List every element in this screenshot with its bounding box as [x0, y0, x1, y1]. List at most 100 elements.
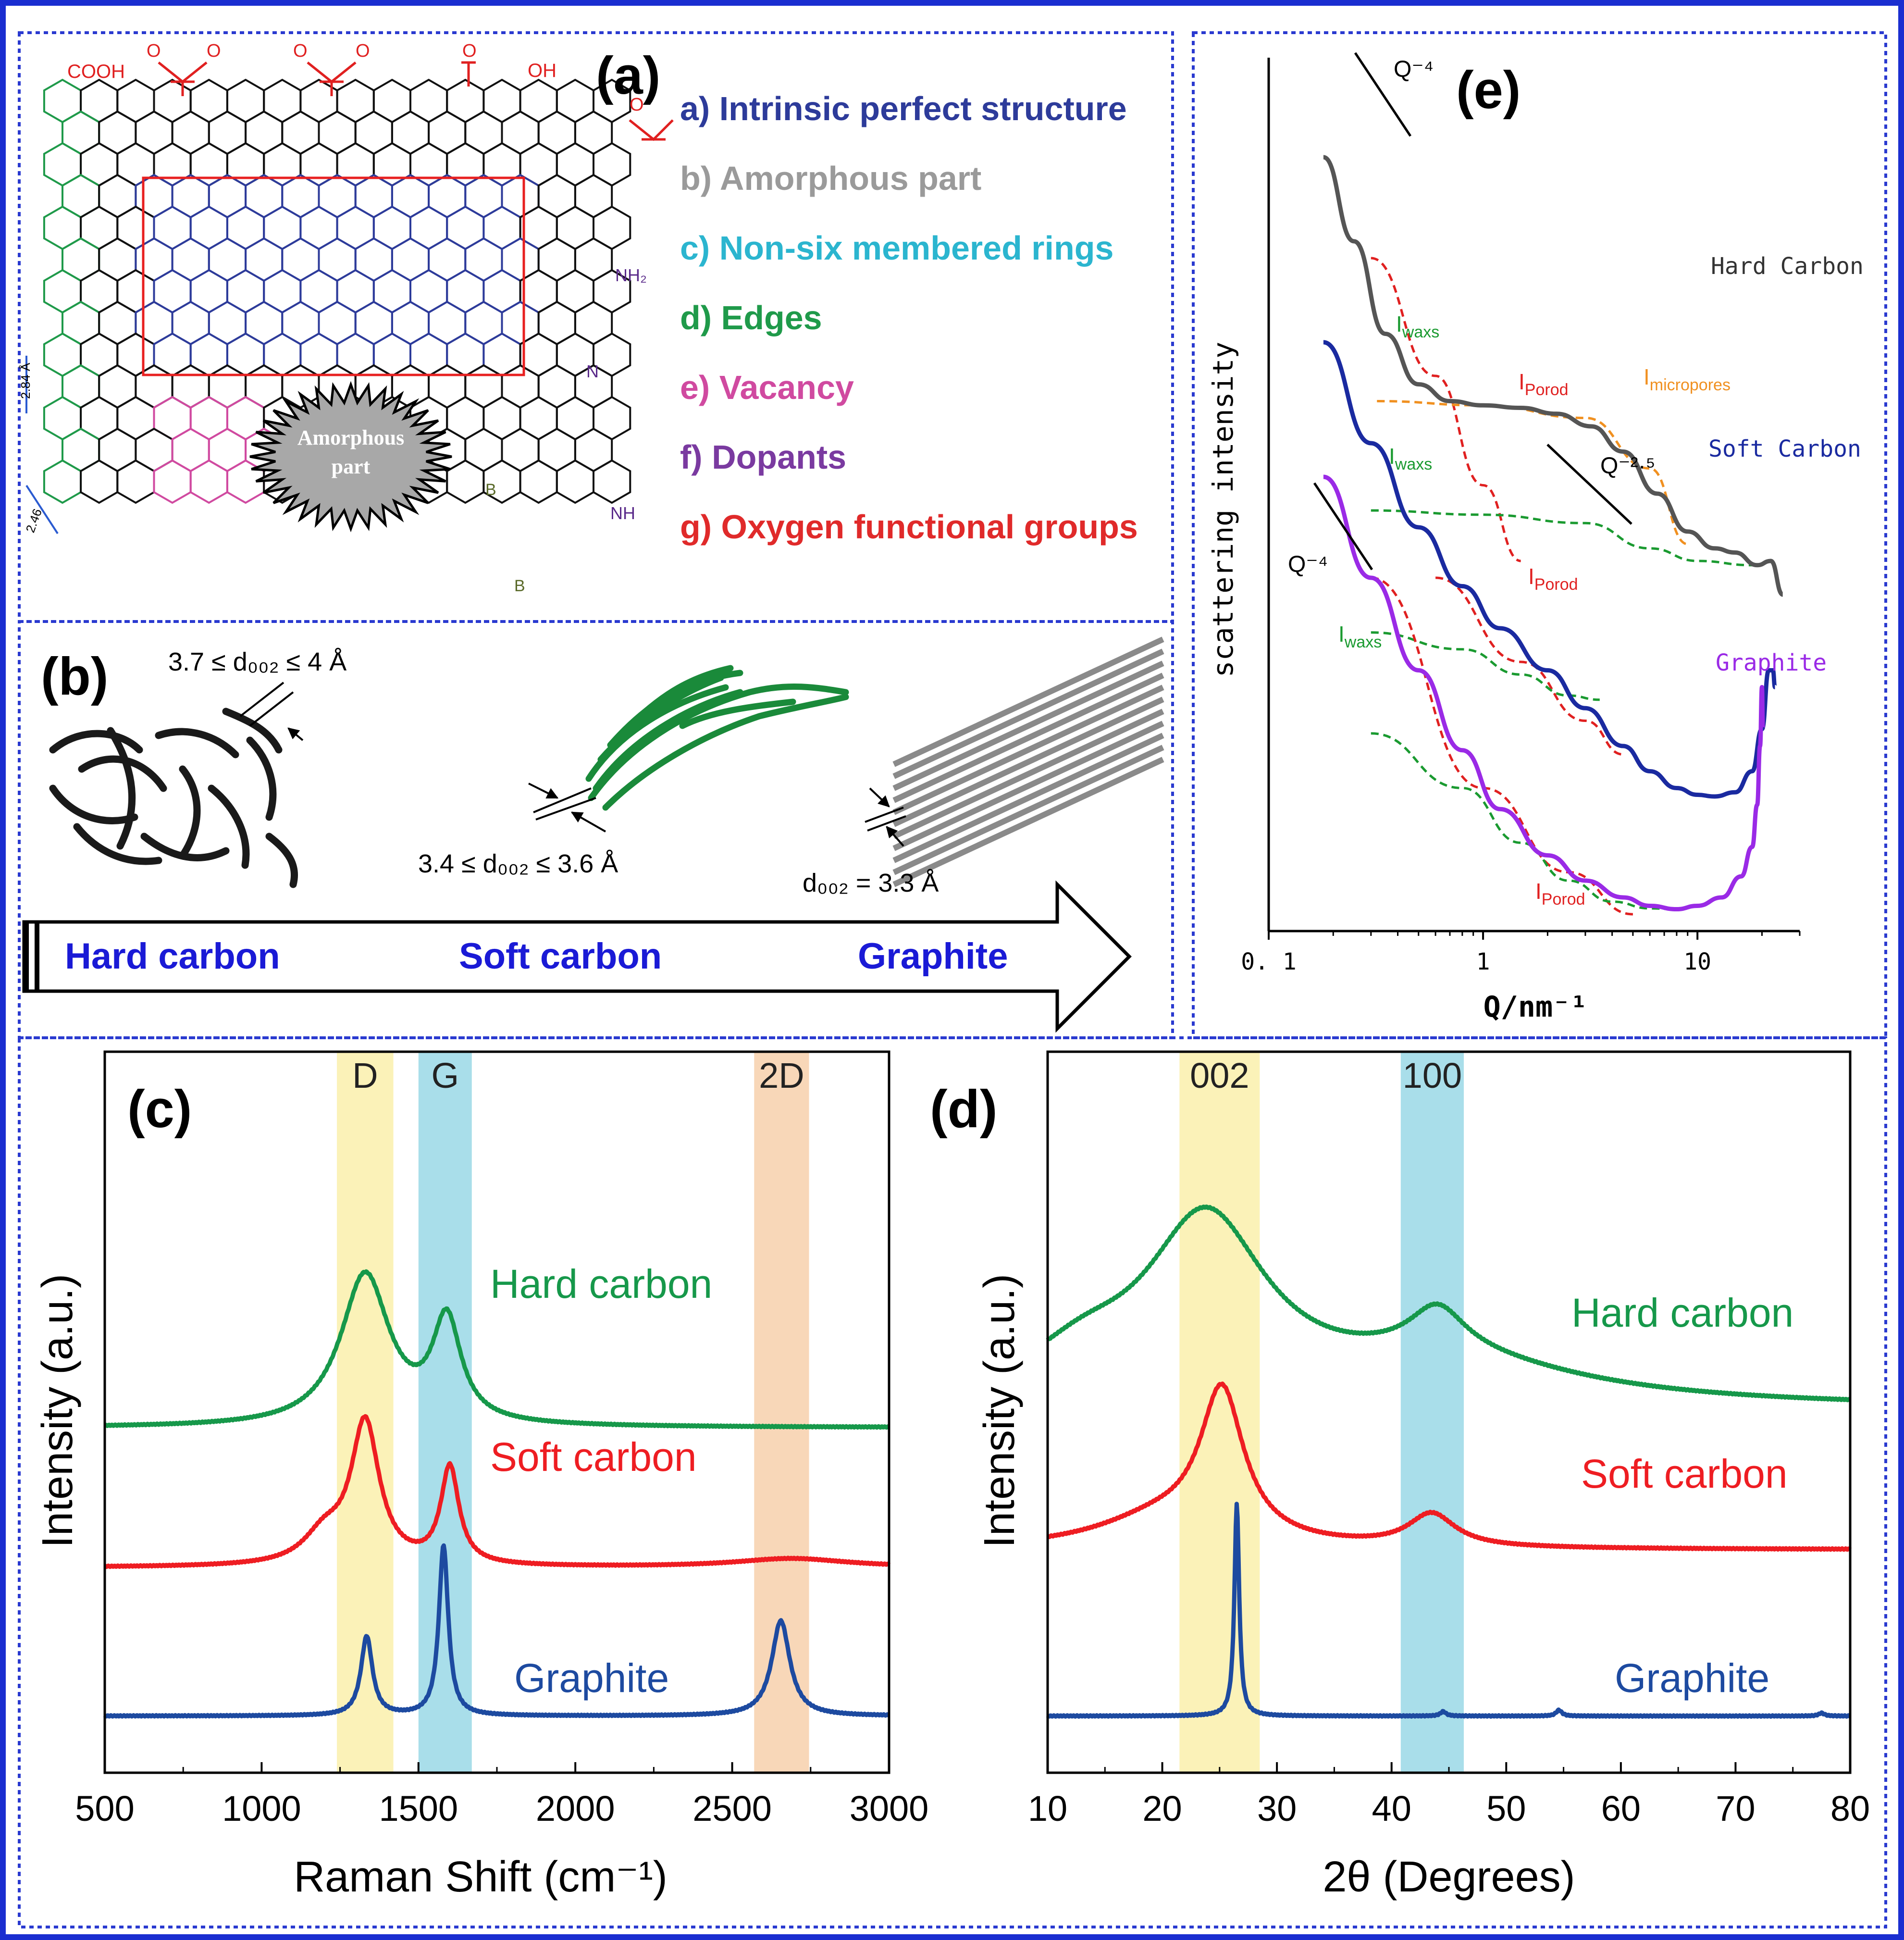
graphite-layer [892, 721, 1164, 851]
spectrum-line [1046, 1502, 1852, 1719]
tick-label: 40 [1372, 1789, 1411, 1828]
soft-spacing-label: 3.4 ≤ d₀₀₂ ≤ 3.6 Å [418, 849, 618, 878]
band-shade [1400, 1052, 1464, 1773]
svg-text:Iwaxs: Iwaxs [1396, 311, 1439, 341]
lattice-ring [519, 459, 558, 504]
cooh-group: COOH [67, 61, 125, 82]
band-label: G [432, 1056, 459, 1095]
dist-246: 2.46 [23, 507, 45, 535]
n-dopant: N [586, 361, 599, 381]
c-label-graphite: Graphite [514, 1655, 669, 1701]
b-dopant-2: B [514, 577, 525, 595]
svg-text:O: O [462, 41, 477, 61]
graphite-layer [892, 684, 1164, 815]
perfect-structure-box [142, 176, 525, 376]
hard-spacing-marker [239, 682, 304, 741]
panel-label-d: (d) [930, 1080, 997, 1139]
spectrum-line [103, 1269, 890, 1430]
c-bands: D G 2D [337, 1052, 809, 1773]
lattice-ring [153, 459, 192, 504]
d-y-label: Intensity (a.u.) [976, 1274, 1024, 1548]
c-label-soft: Soft carbon [490, 1434, 697, 1480]
graphite-layer [892, 733, 1164, 863]
e-ticks: 0. 1 1 10 [1241, 931, 1801, 975]
graphite-layer [892, 636, 1164, 767]
svg-text:IPorod: IPorod [1535, 879, 1585, 908]
e-series-line [1323, 474, 1765, 911]
arrow-tail-bar-1 [24, 922, 29, 991]
tick-label: 50 [1486, 1789, 1526, 1828]
soft-spacing-marker [528, 783, 606, 833]
e-fit-line [1371, 509, 1753, 567]
e-tick-label: 10 [1683, 948, 1711, 975]
band-shade [1179, 1052, 1260, 1773]
panel-label-c: (c) [127, 1080, 192, 1139]
e-q4-top: Q⁻⁴ [1394, 57, 1434, 82]
band-shade [754, 1052, 809, 1773]
svg-text:O: O [630, 95, 644, 115]
tick-label: 20 [1142, 1789, 1182, 1828]
lattice-ring [189, 459, 228, 504]
panel-label-a: (a) [596, 46, 660, 105]
legend-intrinsic: a) Intrinsic perfect structure [680, 90, 1127, 127]
graphite-spacing-marker [865, 787, 906, 847]
c-x-label: Raman Shift (cm⁻¹) [294, 1853, 668, 1901]
e-y-label: scattering intensity [1207, 342, 1239, 677]
svg-text:Iwaxs: Iwaxs [1338, 622, 1382, 651]
tick-label: 2500 [692, 1789, 772, 1828]
carbon-progression-arrow [22, 880, 1132, 1033]
graphite-layer [892, 757, 1164, 887]
panel-b: (b) 3.7 ≤ d₀₀₂ ≤ 4 Å [22, 636, 1164, 1033]
svg-text:O: O [356, 41, 370, 61]
tick-label: 10 [1028, 1789, 1067, 1828]
d-ticks: 10 20 30 40 50 60 70 80 [1028, 1762, 1870, 1828]
legend-dopants: f) Dopants [680, 438, 846, 476]
graphite-layer [892, 745, 1164, 875]
nh2-dopant: NH₂ [615, 265, 647, 285]
svg-text:O: O [293, 41, 308, 61]
tick-label: 2000 [536, 1789, 615, 1828]
amorphous-part-shape [249, 381, 452, 533]
panel-a: Amorphous part COOH OH O O O O O O NH₂ N… [18, 41, 1138, 595]
hard-spacing-label: 3.7 ≤ d₀₀₂ ≤ 4 Å [168, 647, 346, 676]
band-shade [418, 1052, 472, 1773]
panel-e: (e) scattering intensity Q/nm⁻¹ 0. 1 1 10 … [1207, 52, 1864, 1024]
arrow-label-graphite: Graphite [858, 936, 1008, 977]
soft-carbon-sketch [585, 665, 849, 811]
nh-dopant: NH [610, 503, 635, 523]
oh-group: OH [528, 60, 556, 81]
graphite-layer [892, 696, 1164, 827]
arrow-label-soft: Soft carbon [459, 936, 662, 977]
panel-label-b: (b) [41, 647, 108, 706]
svg-text:O: O [147, 41, 161, 61]
tick-label: 30 [1257, 1789, 1297, 1828]
e-label-hard: Hard Carbon [1711, 253, 1864, 280]
tick-label: 3000 [850, 1789, 929, 1828]
e-fit-line [1377, 400, 1688, 546]
bond-length-markers [25, 356, 59, 535]
e-slope-guides [1313, 52, 1632, 571]
frame-a [18, 31, 1174, 623]
tick-label: 70 [1716, 1789, 1755, 1828]
graphite-spacing-label: d₀₀₂ = 3.3 Å [803, 869, 939, 897]
panel-d: 002 100 10 20 30 40 50 60 70 80 (d) 2θ (Degrees)… [930, 1050, 1870, 1901]
e-x-label: Q/nm⁻¹ [1484, 990, 1588, 1024]
lattice-ring [446, 459, 485, 504]
svg-text:IPorod: IPorod [1528, 564, 1578, 594]
band-label: 2D [759, 1056, 804, 1095]
lattice-ring [80, 459, 119, 504]
e-fit-lines [1371, 257, 1753, 916]
legend-vacancy: e) Vacancy [680, 369, 854, 406]
spectrum-line [103, 1543, 890, 1719]
graphite-sketch [892, 636, 1164, 887]
c-y-label: Intensity (a.u.) [34, 1274, 82, 1548]
e-q25: Q⁻²·⁵ [1600, 453, 1656, 479]
band-label: 002 [1190, 1056, 1249, 1095]
lattice-ring [116, 459, 155, 504]
amorphous-label-1: Amorphous [297, 426, 405, 449]
tick-label: 1000 [222, 1789, 301, 1828]
e-q4-left: Q⁻⁴ [1288, 552, 1328, 577]
svg-text:O: O [207, 41, 221, 61]
legend-non-six: c) Non-six membered rings [680, 229, 1113, 267]
